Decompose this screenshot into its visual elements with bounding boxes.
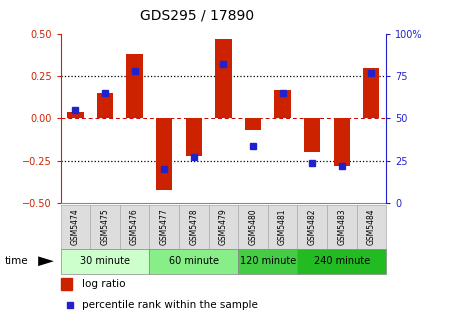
- Text: GSM5476: GSM5476: [130, 208, 139, 245]
- Bar: [150, 249, 238, 274]
- Bar: [268, 205, 297, 249]
- Bar: [61, 278, 72, 290]
- Bar: [363, 68, 379, 119]
- Text: GSM5480: GSM5480: [248, 208, 257, 245]
- Bar: [297, 205, 327, 249]
- Text: 120 minute: 120 minute: [240, 256, 296, 266]
- Bar: [334, 119, 350, 166]
- Bar: [238, 249, 297, 274]
- Text: GSM5478: GSM5478: [189, 208, 198, 245]
- Bar: [90, 205, 120, 249]
- Bar: [274, 90, 291, 119]
- Bar: [67, 112, 84, 119]
- Text: GSM5484: GSM5484: [367, 208, 376, 245]
- Bar: [150, 205, 179, 249]
- Bar: [297, 249, 386, 274]
- Bar: [127, 54, 143, 119]
- Text: 30 minute: 30 minute: [80, 256, 130, 266]
- Text: GSM5482: GSM5482: [308, 208, 317, 245]
- Text: GSM5479: GSM5479: [219, 208, 228, 245]
- Bar: [120, 205, 150, 249]
- Bar: [209, 205, 238, 249]
- Bar: [327, 205, 357, 249]
- Bar: [61, 205, 90, 249]
- Text: GSM5477: GSM5477: [160, 208, 169, 245]
- Bar: [357, 205, 386, 249]
- Text: GSM5474: GSM5474: [71, 208, 80, 245]
- Text: 60 minute: 60 minute: [169, 256, 219, 266]
- Bar: [245, 119, 261, 130]
- Text: GSM5475: GSM5475: [101, 208, 110, 245]
- Bar: [238, 205, 268, 249]
- Text: 240 minute: 240 minute: [313, 256, 370, 266]
- Text: time: time: [4, 256, 28, 266]
- Text: log ratio: log ratio: [82, 279, 125, 289]
- Bar: [185, 119, 202, 156]
- Bar: [156, 119, 172, 190]
- Bar: [179, 205, 209, 249]
- Bar: [304, 119, 320, 153]
- Polygon shape: [38, 256, 54, 266]
- Text: GSM5483: GSM5483: [337, 208, 346, 245]
- Bar: [215, 39, 232, 119]
- Text: percentile rank within the sample: percentile rank within the sample: [82, 300, 258, 310]
- Bar: [97, 93, 113, 119]
- Text: GSM5481: GSM5481: [278, 208, 287, 245]
- Bar: [61, 249, 150, 274]
- Text: GDS295 / 17890: GDS295 / 17890: [140, 8, 255, 23]
